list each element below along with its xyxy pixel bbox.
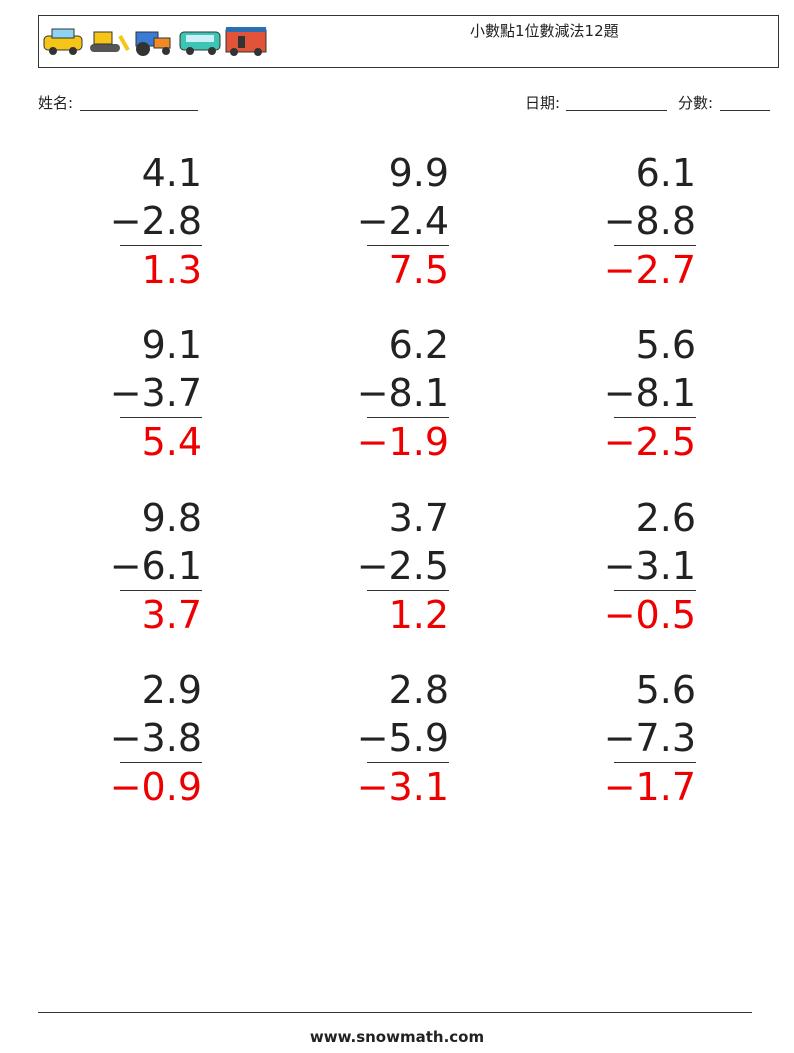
bottom-number: −8.1 xyxy=(603,371,696,415)
answer-rule xyxy=(120,417,202,418)
answer: 5.4 xyxy=(141,420,202,464)
name-line xyxy=(80,110,198,111)
top-number: 4.1 xyxy=(141,151,202,195)
top-number: 6.2 xyxy=(388,323,449,367)
answer: −2.7 xyxy=(603,248,696,292)
top-number: 6.1 xyxy=(635,151,696,195)
footer-rule xyxy=(38,1012,752,1013)
top-number: 5.6 xyxy=(635,668,696,712)
answer: −0.9 xyxy=(109,765,202,809)
bottom-number: −7.3 xyxy=(603,716,696,760)
bottom-number: −2.4 xyxy=(356,199,449,243)
top-number: 3.7 xyxy=(388,496,449,540)
top-number: 9.9 xyxy=(388,151,449,195)
answer-rule xyxy=(614,762,696,763)
answer-rule xyxy=(120,590,202,591)
top-number: 5.6 xyxy=(635,323,696,367)
footer-url: www.snowmath.com xyxy=(309,1028,485,1046)
answer: −3.1 xyxy=(356,765,449,809)
answer: −2.5 xyxy=(603,420,696,464)
top-number: 2.6 xyxy=(635,496,696,540)
header-box xyxy=(38,15,779,68)
title: 小數點1位數減法12題 xyxy=(470,22,619,40)
answer: −0.5 xyxy=(603,593,696,637)
bottom-number: −6.1 xyxy=(109,544,202,588)
top-number: 2.8 xyxy=(388,668,449,712)
answer-rule xyxy=(614,590,696,591)
name-label: 姓名: xyxy=(38,94,74,112)
bottom-number: −2.5 xyxy=(356,544,449,588)
bottom-number: −3.8 xyxy=(109,716,202,760)
answer-rule xyxy=(120,245,202,246)
date-line xyxy=(566,110,667,111)
answer: 3.7 xyxy=(141,593,202,637)
bottom-number: −3.7 xyxy=(109,371,202,415)
vehicle-icons xyxy=(43,27,267,56)
top-number: 2.9 xyxy=(141,668,202,712)
answer-rule xyxy=(614,245,696,246)
answer-rule xyxy=(367,417,449,418)
answer: −1.7 xyxy=(603,765,696,809)
answer: 1.3 xyxy=(141,248,202,292)
answer-rule xyxy=(614,417,696,418)
answer-rule xyxy=(120,762,202,763)
answer-rule xyxy=(367,762,449,763)
answer: −1.9 xyxy=(356,420,449,464)
answer: 1.2 xyxy=(388,593,449,637)
top-number: 9.1 xyxy=(141,323,202,367)
bottom-number: −3.1 xyxy=(603,544,696,588)
answer: 7.5 xyxy=(388,248,449,292)
bottom-number: −2.8 xyxy=(109,199,202,243)
bottom-number: −5.9 xyxy=(356,716,449,760)
score-line xyxy=(720,110,770,111)
score-label: 分數: xyxy=(678,94,714,112)
answer-rule xyxy=(367,245,449,246)
date-label: 日期: xyxy=(525,94,561,112)
answer-rule xyxy=(367,590,449,591)
bottom-number: −8.1 xyxy=(356,371,449,415)
bottom-number: −8.8 xyxy=(603,199,696,243)
top-number: 9.8 xyxy=(141,496,202,540)
